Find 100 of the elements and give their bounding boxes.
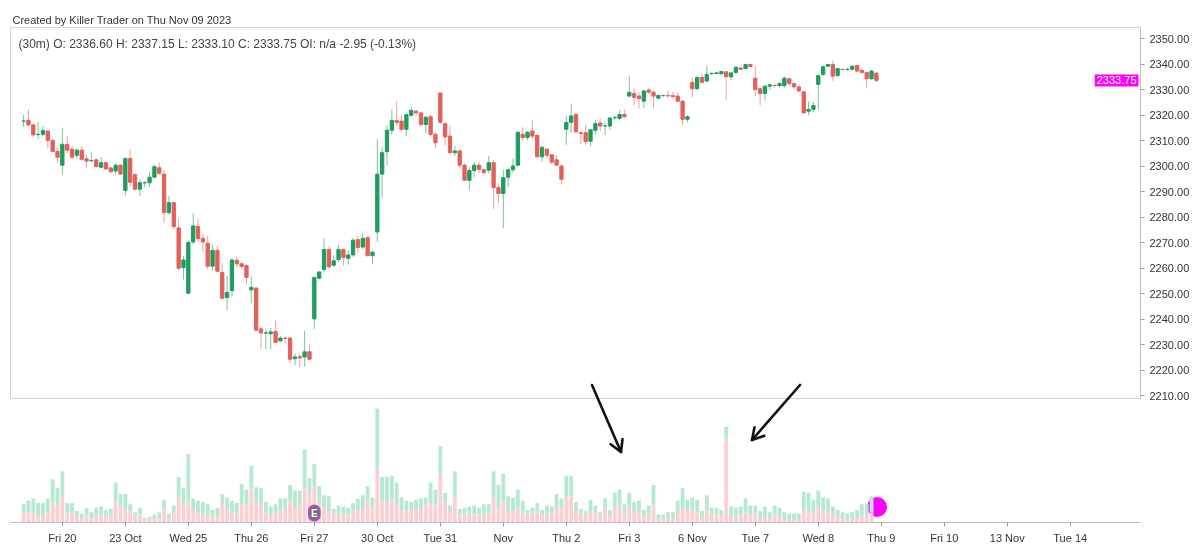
bar xyxy=(782,512,787,520)
bar xyxy=(137,507,142,515)
y-tick-label: 2270.00 xyxy=(1149,236,1190,249)
bar xyxy=(801,509,806,523)
x-tick-label: 23 Oct xyxy=(109,531,142,544)
bar xyxy=(627,507,632,523)
bar xyxy=(457,508,462,515)
candlestick xyxy=(690,76,695,98)
x-tick-label: Wed 25 xyxy=(169,531,208,544)
bar xyxy=(220,503,225,523)
bar xyxy=(162,499,167,509)
candlestick xyxy=(210,243,215,272)
bar xyxy=(656,514,661,520)
candlestick xyxy=(263,328,269,350)
candlestick xyxy=(128,148,133,188)
bar xyxy=(835,509,840,517)
candlestick xyxy=(568,102,574,134)
candlestick xyxy=(355,235,361,254)
bar xyxy=(564,496,569,523)
candlestick xyxy=(321,237,327,273)
x-tick-label: Tue 14 xyxy=(1053,531,1088,544)
bar xyxy=(302,488,307,523)
bar xyxy=(530,507,535,514)
candlestick xyxy=(724,70,729,101)
x-tick-label: 13 Nov xyxy=(989,531,1026,544)
bar xyxy=(719,509,724,516)
x-tick-label: Thu 2 xyxy=(552,531,581,544)
candlestick xyxy=(40,125,46,137)
bar xyxy=(491,497,496,523)
candlestick xyxy=(60,127,65,176)
y-tick-label: 2320.00 xyxy=(1149,109,1190,122)
x-tick-label: Tue 31 xyxy=(423,531,458,544)
y-tick-label: 2260.00 xyxy=(1149,262,1190,275)
bar xyxy=(675,511,680,523)
bar xyxy=(801,491,806,510)
bar xyxy=(690,509,695,523)
bar xyxy=(31,498,36,513)
bar xyxy=(612,492,617,508)
bar xyxy=(171,505,176,513)
bar xyxy=(530,513,535,523)
bar xyxy=(603,498,607,509)
bar xyxy=(60,496,65,523)
candlestick xyxy=(249,275,254,304)
x-tick-label: Thu 9 xyxy=(867,531,896,544)
bar xyxy=(65,503,70,513)
x-tick-label: Nov xyxy=(493,531,514,544)
text: Created by Killer Trader on Thu Nov 09 2023 xyxy=(12,13,232,26)
bar xyxy=(593,512,598,523)
candlestick xyxy=(627,75,632,98)
x-tick-label: Tue 7 xyxy=(741,531,770,544)
bar xyxy=(598,512,603,517)
bar xyxy=(428,482,433,504)
bar xyxy=(123,494,128,510)
y-tick-label: 2350.00 xyxy=(1149,32,1190,45)
bar xyxy=(79,517,84,523)
bar xyxy=(709,514,714,523)
bar xyxy=(375,408,380,471)
bar xyxy=(438,474,443,523)
x-tick-label: Wed 8 xyxy=(802,531,835,544)
bar xyxy=(297,490,302,505)
bar xyxy=(467,506,472,514)
bar xyxy=(186,500,191,523)
candlestick xyxy=(35,121,41,140)
bar xyxy=(448,505,452,512)
bar xyxy=(375,470,380,523)
candlestick xyxy=(602,121,608,136)
candlestick xyxy=(670,91,676,100)
y-tick-label: 2290.00 xyxy=(1149,185,1190,198)
bar xyxy=(564,475,569,497)
candlestick xyxy=(665,90,671,98)
bar xyxy=(738,514,743,523)
candlestick xyxy=(384,124,390,166)
annotation: E xyxy=(310,507,318,519)
candlestick xyxy=(205,235,210,270)
bar xyxy=(772,505,777,515)
bar xyxy=(796,513,801,520)
y-tick-label: 2250.00 xyxy=(1149,287,1190,300)
candlestick xyxy=(631,88,637,106)
candlestick xyxy=(292,352,298,367)
candlestick xyxy=(137,179,143,197)
bar xyxy=(50,501,55,523)
bar xyxy=(176,496,181,523)
bar xyxy=(123,509,128,523)
candlestick xyxy=(816,73,821,111)
candlestick xyxy=(287,336,293,364)
bar xyxy=(31,512,36,523)
bar xyxy=(467,513,472,523)
bar xyxy=(157,512,162,518)
bar xyxy=(690,497,695,510)
bar xyxy=(583,514,588,523)
y-tick-label: 2280.00 xyxy=(1149,211,1190,224)
bar xyxy=(646,505,651,515)
bar xyxy=(404,511,409,523)
bar xyxy=(438,446,443,475)
bar xyxy=(816,490,821,508)
x-tick-label: 30 Oct xyxy=(361,531,394,544)
candlestick xyxy=(98,156,104,170)
candlestick xyxy=(171,201,176,230)
y-tick-label: 2210.00 xyxy=(1149,389,1190,402)
candlestick xyxy=(636,91,642,110)
